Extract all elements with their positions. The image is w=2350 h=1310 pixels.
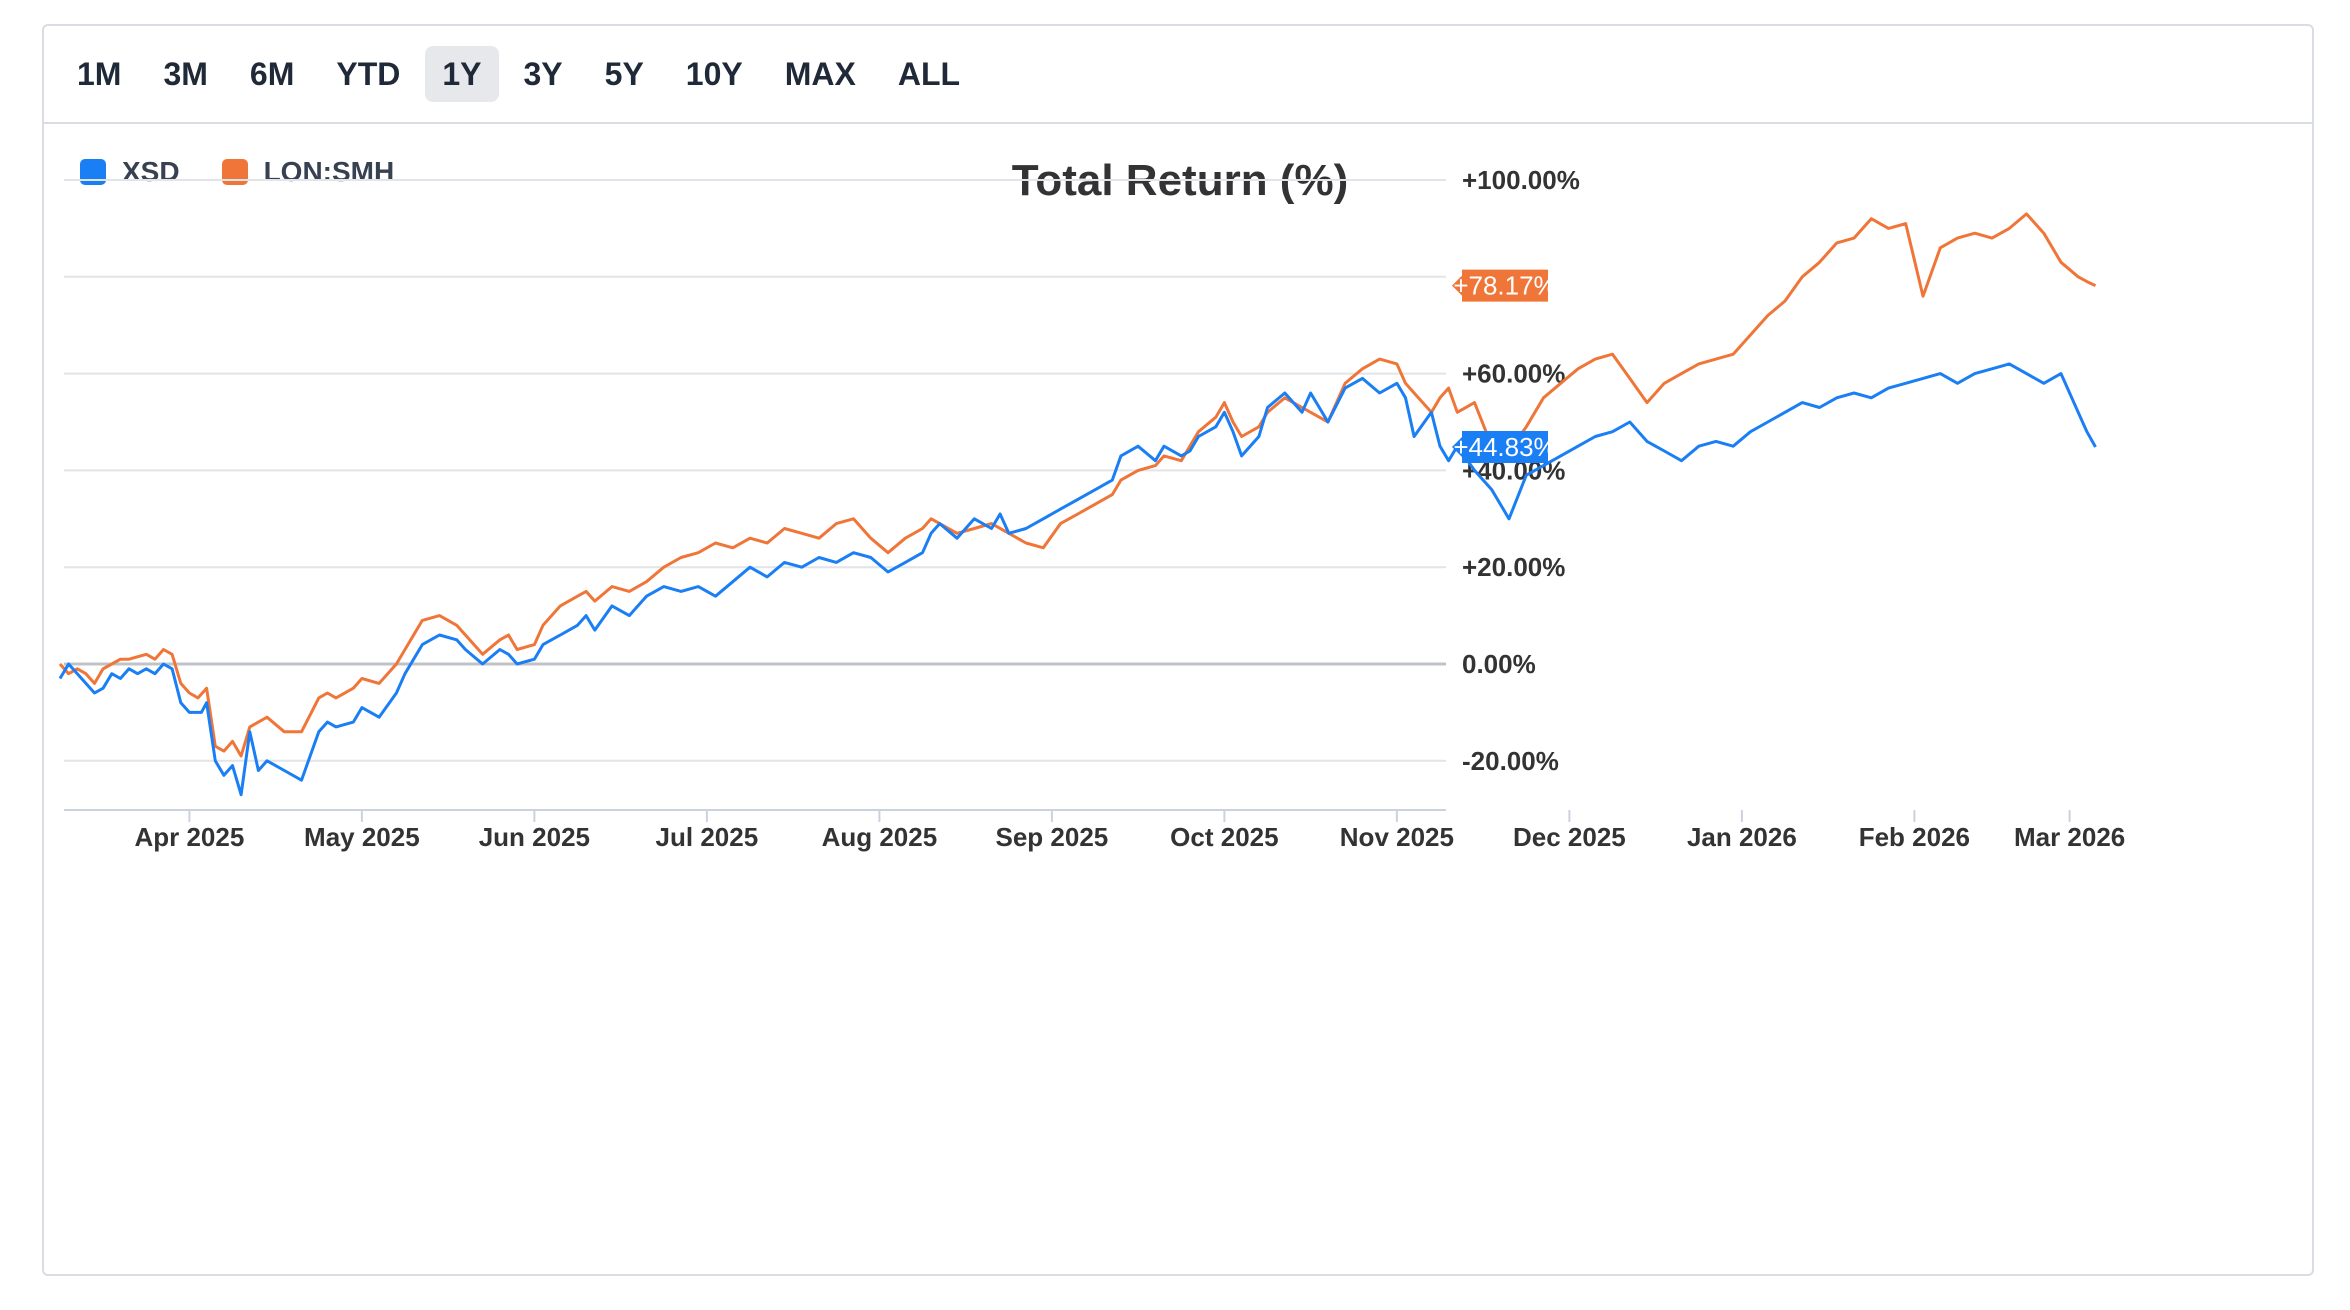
- legend: XSD LON:SMH: [80, 156, 394, 188]
- x-tick-label: Jul 2025: [656, 822, 759, 852]
- y-tick-label: +100.00%: [1462, 165, 1580, 195]
- range-button-ytd[interactable]: YTD: [336, 56, 401, 92]
- range-button-1m[interactable]: 1M: [77, 56, 122, 92]
- x-tick-label: Jan 2026: [1687, 822, 1797, 852]
- range-button-10y[interactable]: 10Y: [685, 56, 743, 92]
- y-tick-label: +60.00%: [1462, 359, 1565, 389]
- x-tick-label: Dec 2025: [1513, 822, 1626, 852]
- x-tick-label: Apr 2025: [134, 822, 244, 852]
- chart-card: 1M 3M 6M YTD 1Y 3Y 5Y 10Y MAX ALL XSD LON:SMH Tot…: [42, 24, 2314, 1276]
- x-tick-label: Mar 2026: [2014, 822, 2125, 852]
- series-line-smh[interactable]: [58, 212, 2097, 758]
- range-button-3y[interactable]: 3Y: [523, 56, 563, 92]
- range-button-1y[interactable]: 1Y: [425, 46, 499, 102]
- x-tick-label: Nov 2025: [1340, 822, 1454, 852]
- y-tick-label: -20.00%: [1462, 746, 1559, 776]
- x-tick-label: Jun 2025: [479, 822, 590, 852]
- range-button-6m[interactable]: 6M: [249, 56, 295, 92]
- last-value-badge: [1452, 431, 1548, 464]
- legend-label-smh: LON:SMH: [263, 156, 395, 187]
- range-button-5y[interactable]: 5Y: [604, 56, 644, 92]
- range-button-3m[interactable]: 3M: [163, 56, 208, 92]
- last-value-badge: [1452, 269, 1548, 302]
- legend-item-xsd[interactable]: XSD: [80, 156, 180, 188]
- legend-label-xsd: XSD: [122, 156, 180, 187]
- y-tick-label: 0.00%: [1462, 649, 1536, 679]
- x-tick-label: Oct 2025: [1170, 822, 1278, 852]
- range-toolbar: 1M 3M 6M YTD 1Y 3Y 5Y 10Y MAX ALL: [44, 26, 2312, 124]
- y-tick-label: +20.00%: [1462, 552, 1565, 582]
- series-line-xsd[interactable]: [58, 362, 2097, 797]
- line-chart[interactable]: +100.00%+60.00%+40.00%+20.00%0.00%-20.00…: [44, 26, 2316, 1278]
- range-button-max[interactable]: MAX: [784, 56, 856, 92]
- last-value-label: +44.83%: [1453, 432, 1556, 462]
- range-button-all[interactable]: ALL: [897, 56, 961, 92]
- x-tick-label: Aug 2025: [822, 822, 938, 852]
- x-tick-label: Feb 2026: [1859, 822, 1970, 852]
- x-tick-label: May 2025: [304, 822, 420, 852]
- last-value-label: +78.17%: [1453, 271, 1556, 301]
- x-tick-label: Sep 2025: [996, 822, 1109, 852]
